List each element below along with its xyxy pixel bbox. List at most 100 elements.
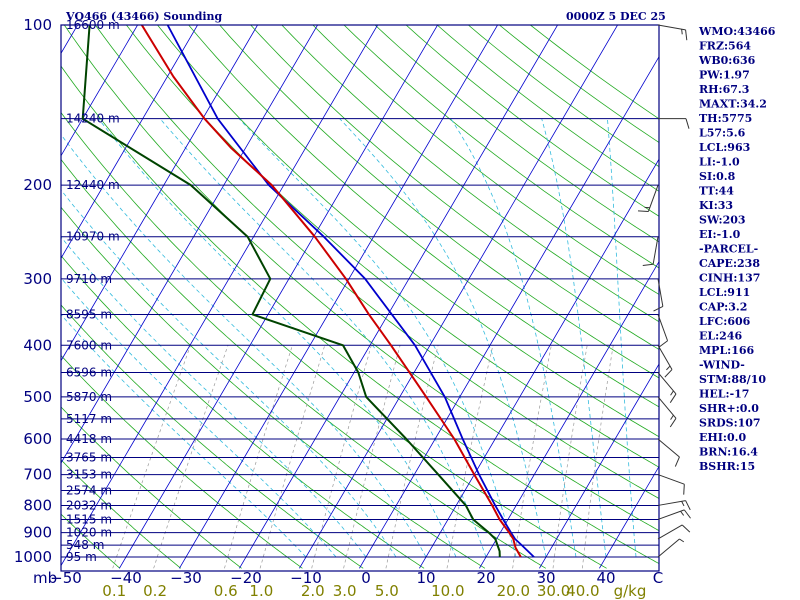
- mixing-ratio-line: [582, 345, 614, 569]
- height-label: 10970 m: [66, 230, 120, 244]
- mixing-ratio-line: [343, 345, 401, 569]
- axis-unit-right: C: [653, 569, 663, 587]
- dry-adiabat: [61, 304, 364, 569]
- mixing-ratio-line: [224, 345, 293, 569]
- pressure-label: 400: [23, 336, 52, 354]
- moist-adiabat: [238, 118, 517, 558]
- pressure-label: 600: [23, 430, 52, 448]
- wind-barb: [657, 474, 685, 495]
- index-line: CAPE:238: [699, 257, 760, 270]
- index-line: LI:-1.0: [699, 156, 740, 169]
- temperature-tick-label: −50: [50, 569, 82, 587]
- index-line: TH:5775: [699, 112, 752, 125]
- height-label: 12440 m: [66, 178, 120, 192]
- index-line: FRZ:564: [699, 40, 751, 53]
- isotherm: [539, 363, 659, 569]
- isotherm: [299, 25, 619, 569]
- index-line: LCL:911: [699, 286, 750, 299]
- mixing-ratio-line: [311, 345, 372, 569]
- dry-adiabat: [61, 354, 303, 569]
- temperature-tick-label: −30: [170, 569, 202, 587]
- mixing-ratio-unit: g/kg: [614, 582, 647, 600]
- wind-barb: [657, 500, 691, 511]
- wind-barb: [657, 24, 688, 41]
- wind-barb: [657, 538, 685, 558]
- wind-barb: [657, 509, 691, 520]
- mixing-ratio-label: 0.2: [143, 582, 167, 600]
- mixing-ratio-label: 0.6: [214, 582, 238, 600]
- wind-barb: [657, 396, 677, 428]
- wind-barb: [657, 345, 673, 378]
- height-label: 1515 m: [66, 512, 112, 526]
- mixing-ratio-line: [446, 345, 494, 569]
- temperature-line: [140, 25, 522, 558]
- wind-barb: [658, 118, 690, 129]
- temperature-tick-label: 10: [416, 569, 435, 587]
- dry-adiabat: [61, 255, 425, 569]
- mixing-ratio-line: [512, 345, 552, 569]
- pressure-label: 100: [23, 16, 52, 34]
- temperature-tick-label: −10: [290, 569, 322, 587]
- mixing-ratio-label: 10.0: [431, 582, 464, 600]
- height-label: 7600 m: [66, 338, 112, 352]
- index-line: SW:203: [699, 214, 746, 227]
- height-label: 14240 m: [66, 112, 120, 126]
- height-label: 5870 m: [66, 390, 112, 404]
- isotherm: [61, 25, 199, 260]
- index-line: MPL:166: [699, 344, 755, 357]
- isotherm: [61, 25, 259, 362]
- moist-adiabat: [339, 118, 547, 558]
- index-line: L57:5.6: [699, 127, 746, 140]
- wind-barb: [657, 438, 680, 467]
- height-label: 3153 m: [66, 468, 112, 482]
- height-label: 4418 m: [66, 432, 112, 446]
- moist-adiabat: [61, 236, 367, 558]
- pressure-label: 800: [23, 496, 52, 514]
- temperature-tick-label: 30: [536, 569, 555, 587]
- isotherm: [599, 465, 659, 569]
- isotherm: [179, 25, 499, 569]
- pressure-label: 200: [23, 176, 52, 194]
- wind-barb: [637, 184, 659, 212]
- mixing-ratio-label: 0.1: [102, 582, 126, 600]
- index-line: EHI:0.0: [699, 431, 746, 444]
- mixing-ratio-label: 1.0: [249, 582, 273, 600]
- index-line: SHR+:0.0: [699, 402, 759, 415]
- index-line: CAP:3.2: [699, 301, 747, 314]
- mixing-ratio-line: [112, 345, 191, 569]
- index-line: WMO:43466: [698, 25, 776, 38]
- moist-adiabat: [159, 118, 487, 558]
- index-line: SRDS:107: [699, 417, 761, 430]
- mixing-ratio-label: 30.0: [537, 582, 570, 600]
- index-line: KI:33: [699, 199, 733, 212]
- isotherm: [119, 25, 439, 569]
- index-line: SI:0.8: [699, 170, 736, 183]
- temperature-tick-label: −40: [110, 569, 142, 587]
- index-line: CINH:137: [699, 272, 760, 285]
- index-line: BSHR:15: [699, 460, 755, 473]
- height-label: 3765 m: [66, 450, 112, 464]
- isotherm: [239, 25, 559, 569]
- index-line: TT:44: [699, 185, 734, 198]
- index-line: EI:-1.0: [699, 228, 741, 241]
- height-label: 5117 m: [66, 412, 112, 426]
- wind-barb: [653, 278, 664, 312]
- index-line: LCL:963: [699, 141, 750, 154]
- temperature-tick-label: 40: [596, 569, 615, 587]
- index-line: WB0:636: [698, 54, 756, 67]
- isotherm: [61, 25, 139, 157]
- pressure-label: 300: [23, 270, 52, 288]
- isotherm: [479, 260, 659, 569]
- index-line: HEL:-17: [699, 388, 749, 401]
- height-label: 1020 m: [66, 526, 112, 540]
- index-line: MAXT:34.2: [699, 98, 767, 111]
- temperature-tick-label: 20: [476, 569, 495, 587]
- isotherm: [61, 25, 319, 464]
- mixing-ratio-label: 20.0: [497, 582, 530, 600]
- moist-adiabat: [450, 118, 577, 558]
- index-line: RH:67.3: [699, 83, 749, 96]
- dry-adiabat: [61, 513, 121, 569]
- index-line: EL:246: [699, 330, 742, 343]
